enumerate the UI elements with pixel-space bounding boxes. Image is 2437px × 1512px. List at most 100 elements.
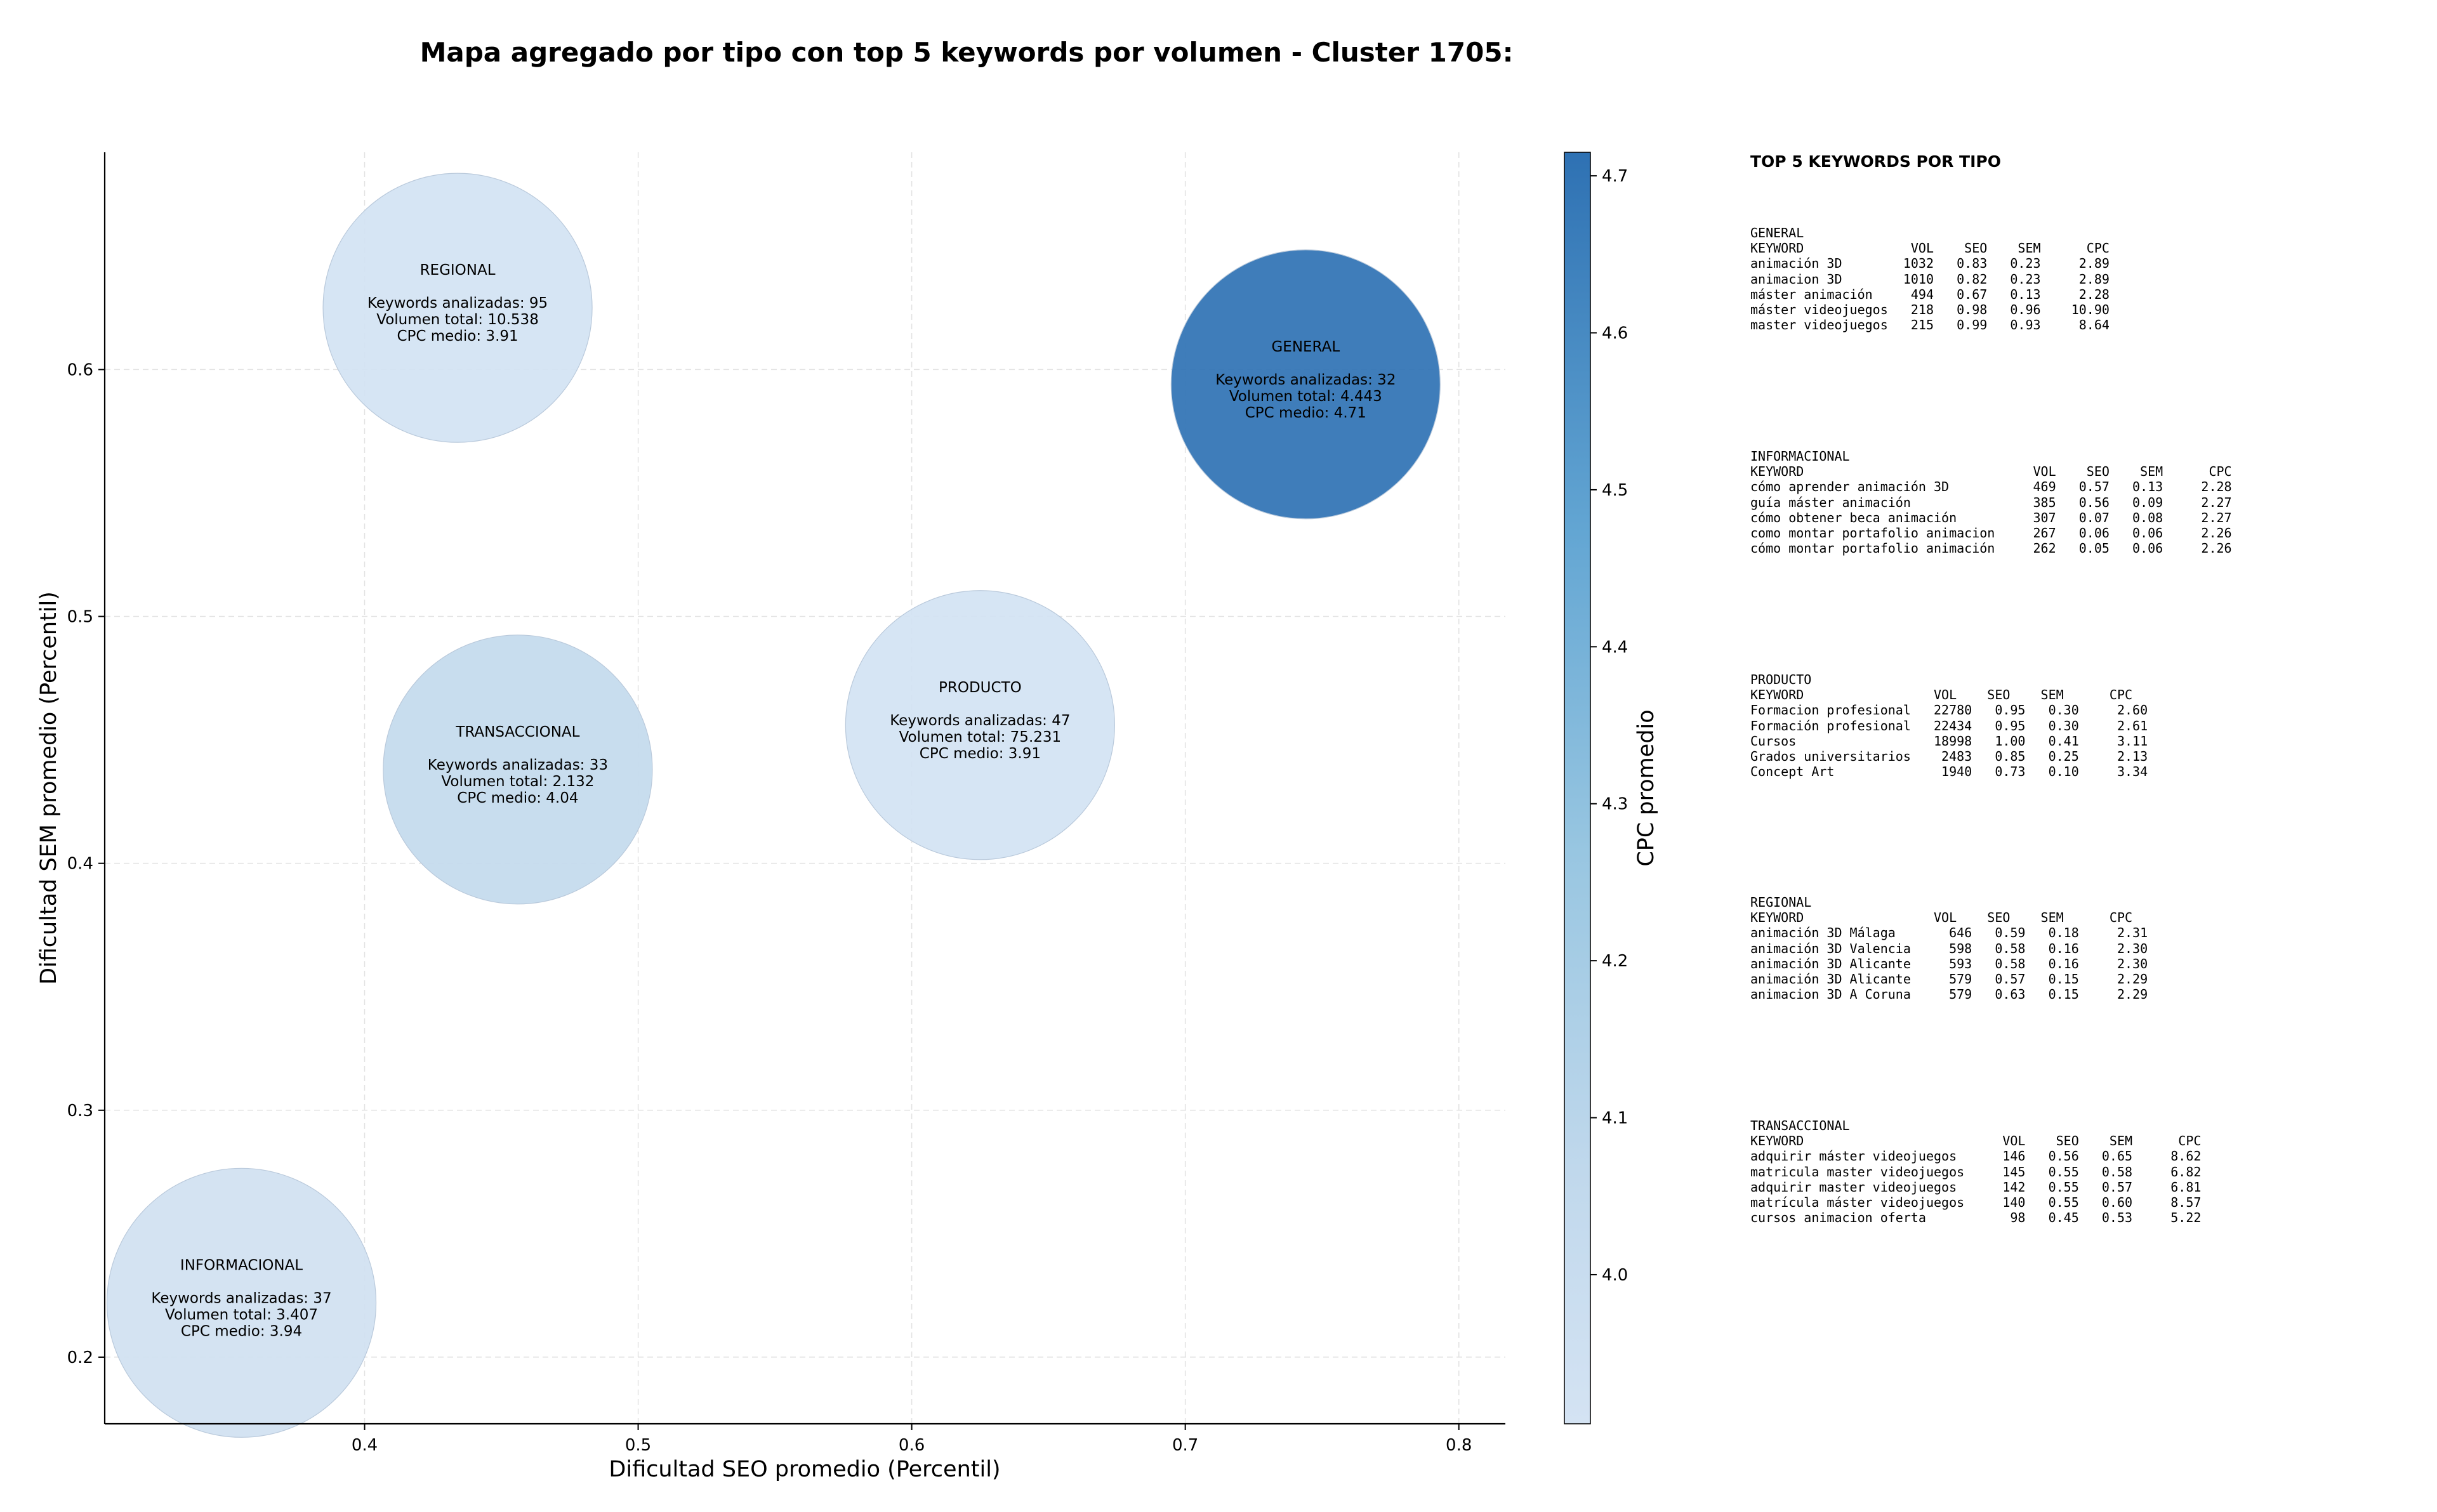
bubble-general-label: GENERAL: [1271, 339, 1340, 355]
bubble-regional-detail: Volumen total: 10.538: [376, 312, 539, 328]
colorbar-tick-label: 4.3: [1602, 795, 1628, 814]
bubble-general-detail: CPC medio: 4.71: [1245, 405, 1366, 421]
bubble-transaccional-label: TRANSACCIONAL: [455, 724, 579, 740]
table-row: matricula master videojuegos 145 0.55 0.…: [1750, 1164, 2202, 1180]
bubble-regional-detail: CPC medio: 3.91: [397, 328, 518, 345]
bubble-producto-detail: CPC medio: 3.91: [920, 746, 1041, 762]
table-row: Formación profesional 22434 0.95 0.30 2.…: [1750, 718, 2148, 733]
table-row: animacion 3D A Coruna 579 0.63 0.15 2.29: [1750, 987, 2148, 1003]
x-tick-label: 0.7: [1172, 1436, 1198, 1455]
table-row: animación 3D Valencia 598 0.58 0.16 2.30: [1750, 940, 2148, 956]
table-row: Grados universitarios 2483 0.85 0.25 2.1…: [1750, 748, 2148, 764]
y-tick-label: 0.6: [67, 360, 93, 379]
table-row: animación 3D Alicante 579 0.57 0.15 2.29: [1750, 971, 2148, 987]
keyword-table-general: GENERAL KEYWORD VOL SEO SEM CPC animación …: [1750, 225, 2110, 332]
chart-title: Mapa agregado por tipo con top 5 keyword…: [420, 37, 1514, 68]
bubble-informacional-label: INFORMACIONAL: [180, 1257, 303, 1273]
axes: [103, 152, 1505, 1425]
table-row: animacion 3D 1010 0.82 0.23 2.89: [1750, 271, 2110, 287]
x-tick-label: 0.6: [899, 1436, 925, 1455]
bubble-informacional-detail: Volumen total: 3.407: [165, 1306, 318, 1323]
table-row: adquirir master videojuegos 142 0.55 0.5…: [1750, 1179, 2202, 1195]
table-row: adquirir máster videojuegos 146 0.56 0.6…: [1750, 1148, 2202, 1164]
table-row: máster animación 494 0.67 0.13 2.28: [1750, 286, 2110, 302]
x-tick-label: 0.5: [625, 1436, 651, 1455]
bubble-general-detail: Volumen total: 4.443: [1229, 388, 1382, 405]
colorbar-tick-label: 4.0: [1602, 1266, 1628, 1285]
table-row: como montar portafolio animacion 267 0.0…: [1750, 525, 2232, 541]
bubble-producto-detail: Volumen total: 75.231: [899, 729, 1062, 746]
table-row: cursos animacion oferta 98 0.45 0.53 5.2…: [1750, 1210, 2202, 1226]
table-row: cómo aprender animación 3D 469 0.57 0.13…: [1750, 479, 2232, 495]
table-title: PRODUCTO: [1750, 672, 1812, 687]
bubble-producto-circle: [845, 590, 1115, 860]
colorbar-tick-label: 4.6: [1602, 324, 1628, 343]
bubble-transaccional-detail: Volumen total: 2.132: [441, 773, 594, 790]
colorbar-tick-label: 4.1: [1602, 1109, 1628, 1128]
bubble-informacional: INFORMACIONAL Keywords analizadas: 37Volu…: [106, 1167, 377, 1438]
table-row: matrícula máster videojuegos 140 0.55 0.…: [1750, 1194, 2202, 1210]
bubble-general-detail: Keywords analizadas: 32: [1215, 372, 1396, 388]
table-row: Concept Art 1940 0.73 0.10 3.34: [1750, 764, 2148, 780]
bubble-regional-detail: Keywords analizadas: 95: [367, 295, 548, 312]
bubble-informacional-circle: [106, 1167, 377, 1438]
colorbar-tick-label: 4.4: [1602, 638, 1628, 657]
table-row: animación 3D Málaga 646 0.59 0.18 2.31: [1750, 925, 2148, 941]
table-row: master videojuegos 215 0.99 0.93 8.64: [1750, 317, 2110, 333]
bubble-general-circle: [1170, 249, 1441, 520]
table-header-row: KEYWORD VOL SEO SEM CPC: [1750, 910, 2133, 926]
table-header-row: KEYWORD VOL SEO SEM CPC: [1750, 1133, 2202, 1149]
colorbar-gradient: [1564, 152, 1591, 1424]
table-row: Formacion profesional 22780 0.95 0.30 2.…: [1750, 702, 2148, 718]
bubble-regional-circle: [322, 173, 593, 443]
table-row: animación 3D 1032 0.83 0.23 2.89: [1750, 256, 2110, 272]
keyword-table-transaccional: TRANSACCIONAL KEYWORD VOL SEO SEM CPC adqu…: [1750, 1118, 2201, 1225]
table-row: guía máster animación 385 0.56 0.09 2.27: [1750, 494, 2232, 510]
keyword-tables-panel: TOP 5 KEYWORDS POR TIPO GENERAL KEYWORD V…: [1750, 152, 2423, 1225]
bubble-transaccional-detail: CPC medio: 4.04: [457, 790, 578, 806]
keyword-table-producto: PRODUCTO KEYWORD VOL SEO SEM CPC Formacion…: [1750, 672, 2148, 779]
table-title: REGIONAL: [1750, 895, 1812, 910]
table-row: cómo montar portafolio animación 262 0.0…: [1750, 541, 2232, 556]
table-header-row: KEYWORD VOL SEO SEM CPC: [1750, 464, 2232, 480]
bubble-producto-label: PRODUCTO: [939, 680, 1022, 696]
table-header-row: KEYWORD VOL SEO SEM CPC: [1750, 240, 2110, 256]
bubble-transaccional-detail: Keywords analizadas: 33: [428, 757, 608, 773]
colorbar-ticks: 4.0 4.1 4.2 4.3 4.4 4.5 4.6 4.7: [1590, 167, 1628, 1285]
bubble-regional-label: REGIONAL: [420, 262, 496, 279]
x-tick-label: 0.4: [352, 1436, 378, 1455]
bubble-informacional-detail: CPC medio: 3.94: [181, 1323, 302, 1339]
bubble-informacional-detail: Keywords analizadas: 37: [151, 1290, 331, 1306]
y-axis-label: Dificultad SEM promedio (Percentil): [36, 591, 62, 985]
y-tick-label: 0.2: [67, 1348, 93, 1367]
y-tick-label: 0.3: [67, 1101, 93, 1121]
table-row: Cursos 18998 1.00 0.41 3.11: [1750, 733, 2148, 749]
bubble-transaccional: TRANSACCIONAL Keywords analizadas: 33Volu…: [383, 634, 653, 905]
colorbar-tick-label: 4.7: [1602, 167, 1628, 186]
y-tick-label: 0.4: [67, 855, 93, 874]
tables-heading: TOP 5 KEYWORDS POR TIPO: [1750, 152, 2001, 171]
bubble-producto-detail: Keywords analizadas: 47: [890, 713, 1070, 729]
table-row: máster videojuegos 218 0.98 0.96 10.90: [1750, 301, 2110, 317]
tick-marks: 0.4 0.5 0.6 0.7 0.8 0.2 0.3 0.4 0.5 0.6: [67, 360, 1472, 1455]
x-axis-label: Dificultad SEO promedio (Percentil): [609, 1457, 1000, 1482]
table-row: cómo obtener beca animación 307 0.07 0.0…: [1750, 509, 2232, 525]
table-title: INFORMACIONAL: [1750, 449, 1850, 464]
x-tick-label: 0.8: [1446, 1436, 1472, 1455]
y-tick-label: 0.5: [67, 608, 93, 627]
table-row: animación 3D Alicante 593 0.58 0.16 2.30: [1750, 956, 2148, 971]
colorbar-tick-label: 4.2: [1602, 952, 1628, 971]
keyword-table-regional: REGIONAL KEYWORD VOL SEO SEM CPC animación…: [1750, 895, 2148, 1002]
colorbar-tick-label: 4.5: [1602, 481, 1628, 500]
colorbar: 4.0 4.1 4.2 4.3 4.4 4.5 4.6 4.7 CPC promedio: [1564, 152, 1659, 1424]
bubble-transaccional-circle: [383, 634, 653, 905]
colorbar-label: CPC promedio: [1634, 709, 1659, 866]
keyword-table-informacional: INFORMACIONAL KEYWORD VOL SEO SEM CPC cómo…: [1750, 449, 2232, 556]
table-title: TRANSACCIONAL: [1750, 1118, 1850, 1133]
table-title: GENERAL: [1750, 225, 1804, 240]
